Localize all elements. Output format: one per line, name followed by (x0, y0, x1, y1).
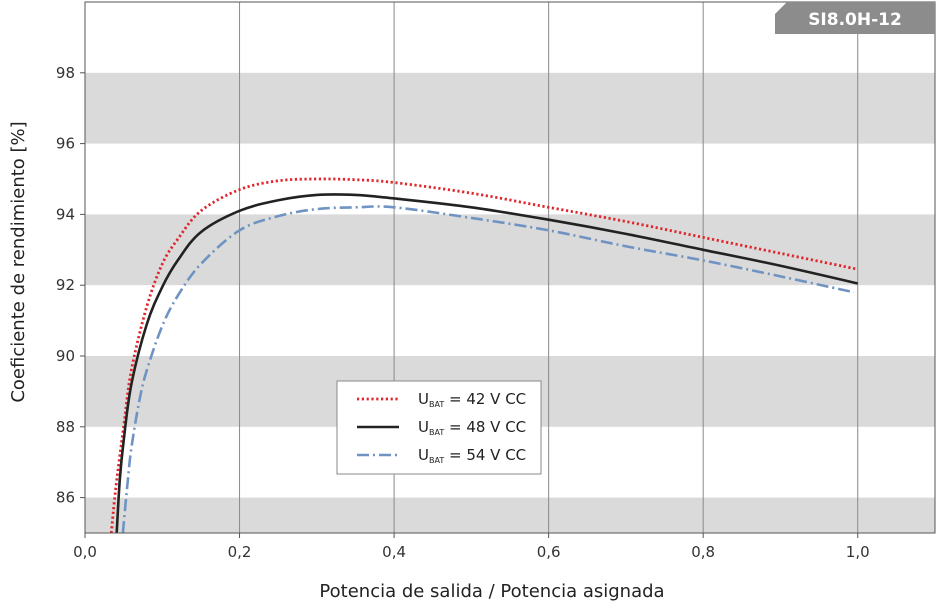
x-axis-label: Potencia de salida / Potencia asignada (319, 581, 664, 602)
model-badge-background (775, 2, 935, 34)
series-line-2 (115, 193, 859, 533)
y-tick-label: 88 (56, 418, 75, 436)
series-layer (109, 177, 859, 533)
legend-label: UBAT = 54 V CC (418, 446, 526, 465)
x-tick-label: 1,0 (846, 543, 870, 561)
x-tick-label: 0,0 (73, 543, 97, 561)
x-axis-ticks: 0,0 0,2 0,4 0,6 0,8 1,0 (73, 533, 870, 561)
plot-frame (84, 1, 936, 534)
series-line-3 (121, 205, 855, 533)
legend-label: UBAT = 42 V CC (418, 390, 526, 409)
y-tick-label: 96 (56, 135, 75, 153)
y-axis-label: Coeficiente de rendimiento [%] (8, 121, 29, 402)
legend-box (336, 380, 542, 475)
background-band (85, 497, 935, 533)
y-tick-label: 86 (56, 489, 75, 507)
model-badge-label: SI8.0H-12 (808, 10, 902, 30)
series-line-1 (109, 177, 859, 533)
background-band (85, 72, 935, 144)
legend-label: UBAT = 48 V CC (418, 418, 526, 437)
model-badge: SI8.0H-12 (775, 2, 935, 34)
y-axis-ticks: 86 88 90 92 94 96 98 (56, 64, 85, 507)
y-tick-label: 94 (56, 205, 75, 223)
x-tick-label: 0,8 (691, 543, 715, 561)
x-tick-label: 0,6 (537, 543, 561, 561)
y-tick-label: 92 (56, 276, 75, 294)
x-tick-label: 0,4 (382, 543, 406, 561)
x-tick-label: 0,2 (228, 543, 252, 561)
background-band (85, 214, 935, 286)
legend: UBAT = 42 V CC UBAT = 48 V CC UBAT = 54 V … (336, 380, 542, 475)
y-tick-label: 98 (56, 64, 75, 82)
y-tick-label: 90 (56, 347, 75, 365)
